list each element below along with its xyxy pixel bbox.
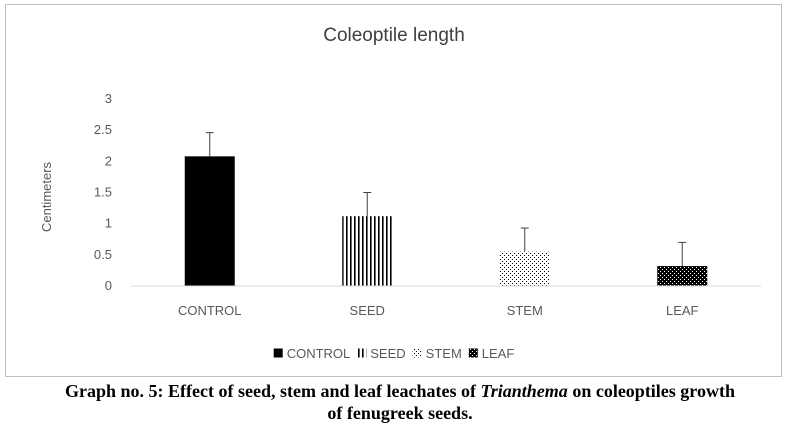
y-axis-title: Centimeters: [39, 161, 54, 232]
caption-text-after: on coleoptiles growth: [567, 381, 735, 401]
caption-italic-genus: Trianthema: [480, 381, 568, 401]
bar-leaf: [657, 266, 708, 286]
chart-title: Coleoptile length: [323, 25, 465, 46]
x-tick-label-control: CONTROL: [178, 303, 242, 318]
bar-seed: [342, 216, 393, 286]
y-axis-ticks: 0 0.5 1 1.5 2 2.5 3: [94, 91, 112, 293]
error-bars: [205, 132, 687, 267]
coleoptile-length-chart: Coleoptile length Centimeters 0 0.5 1 1.5 2 2…: [39, 25, 761, 361]
legend-swatch-control: [273, 348, 283, 358]
legend-label-seed: SEED: [370, 346, 405, 361]
legend-label-stem: STEM: [426, 346, 462, 361]
caption-line-2: of fenugreek seeds.: [327, 403, 473, 423]
y-tick-label: 1.5: [94, 185, 112, 200]
legend-swatch-leaf: [468, 348, 478, 358]
figure-caption: Graph no. 5: Effect of seed, stem and le…: [0, 380, 800, 424]
chart-frame: Coleoptile length Centimeters 0 0.5 1 1.5 2 2…: [5, 4, 782, 377]
y-tick-label: 3: [105, 91, 112, 106]
x-tick-label-stem: STEM: [507, 303, 543, 318]
x-tick-label-leaf: LEAF: [666, 303, 699, 318]
y-tick-label: 1: [105, 216, 112, 231]
legend-swatch-seed: [357, 348, 367, 358]
bars: [184, 156, 708, 286]
bar-stem: [499, 251, 550, 286]
legend-label-control: CONTROL: [287, 346, 351, 361]
x-tick-label-seed: SEED: [350, 303, 385, 318]
bar-control: [184, 156, 235, 286]
legend-label-leaf: LEAF: [482, 346, 515, 361]
y-tick-label: 0.5: [94, 247, 112, 262]
legend: CONTROL SEED STEM LEAF: [273, 346, 515, 361]
y-tick-label: 2: [105, 153, 112, 168]
y-tick-label: 0: [105, 278, 112, 293]
legend-swatch-stem: [412, 348, 422, 358]
y-tick-label: 2.5: [94, 122, 112, 137]
caption-line-1: Graph no. 5: Effect of seed, stem and le…: [0, 380, 800, 402]
x-axis-ticks: CONTROL SEED STEM LEAF: [178, 303, 699, 318]
caption-text-before: Graph no. 5: Effect of seed, stem and le…: [65, 381, 481, 401]
